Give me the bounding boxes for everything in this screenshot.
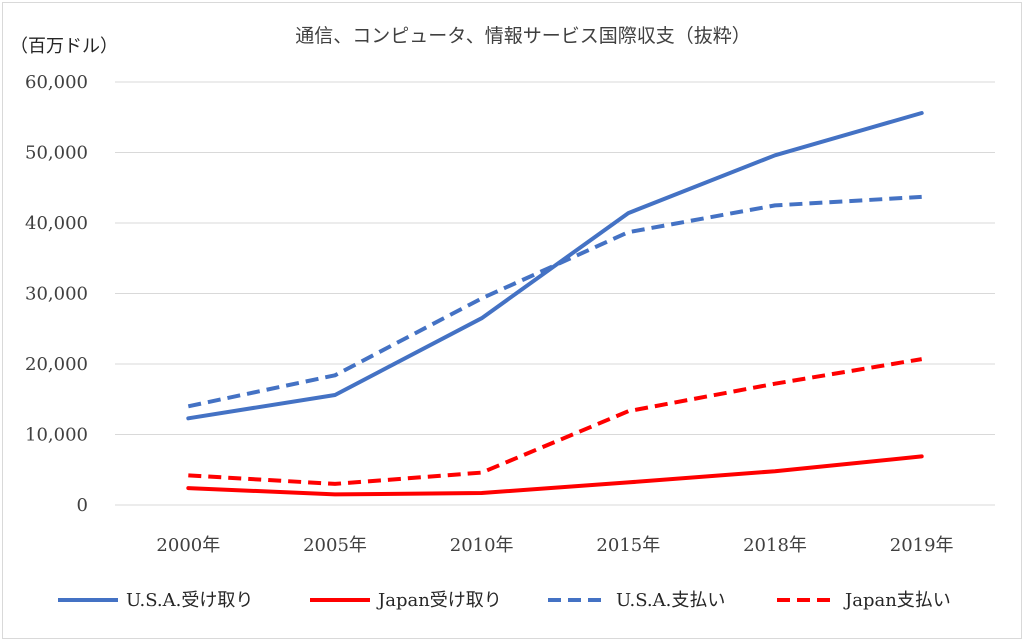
series-line-2 <box>186 454 924 497</box>
series-lines <box>186 111 924 497</box>
y-tick-label: 0 <box>77 495 88 516</box>
y-tick-label: 30,000 <box>25 284 88 305</box>
series-line-4 <box>188 357 923 486</box>
x-tick-label: 2015年 <box>596 535 660 556</box>
legend-label-1: U.S.A.受け取り <box>126 590 253 611</box>
legend-label-2: Japan受け取り <box>376 590 502 611</box>
x-axis-tick-labels: 2000年 2005年 2010年 2015年 2018年 2019年 <box>156 535 953 556</box>
series-line-1 <box>186 111 924 421</box>
y-tick-label: 50,000 <box>25 143 88 164</box>
x-tick-label: 2000年 <box>156 535 220 556</box>
chart-title: 通信、コンピュータ、情報サービス国際収支（抜粋） <box>295 25 750 47</box>
x-tick-label: 2010年 <box>450 535 514 556</box>
y-tick-label: 40,000 <box>25 213 88 234</box>
legend-label-3: U.S.A.支払い <box>616 590 725 611</box>
y-tick-label: 60,000 <box>25 72 88 93</box>
x-tick-label: 2005年 <box>303 535 367 556</box>
y-axis-unit-label: （百万ドル） <box>10 36 118 57</box>
x-tick-label: 2018年 <box>743 535 807 556</box>
x-tick-label: 2019年 <box>890 535 954 556</box>
series-line-3 <box>187 194 922 409</box>
gridlines <box>115 81 995 506</box>
y-tick-label: 10,000 <box>25 425 88 446</box>
legend-label-4: Japan支払い <box>843 590 951 611</box>
y-tick-label: 20,000 <box>25 354 88 375</box>
legend: U.S.A.受け取り Japan受け取り U.S.A.支払い Japan支払い <box>58 590 951 611</box>
y-axis-tick-labels: 0 10,000 20,000 30,000 40,000 50,000 60,000 <box>25 72 88 516</box>
